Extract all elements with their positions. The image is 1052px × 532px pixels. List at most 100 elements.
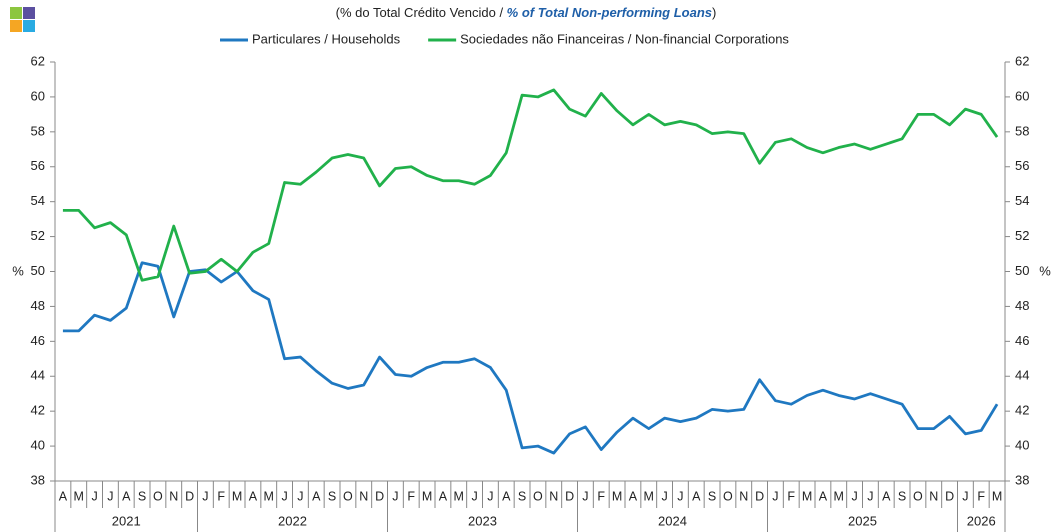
x-tick-label: J	[582, 489, 588, 503]
y-tick-label: 48	[31, 298, 45, 313]
x-tick-label: M	[232, 489, 242, 503]
y2-tick-label: 42	[1015, 403, 1029, 418]
x-tick-label: O	[153, 489, 163, 503]
x-tick-label: N	[929, 489, 938, 503]
y2-tick-label: 60	[1015, 88, 1029, 103]
y-tick-label: 44	[31, 368, 45, 383]
x-tick-label: J	[677, 489, 683, 503]
y2-tick-label: 44	[1015, 368, 1029, 383]
x-tick-label: S	[898, 489, 906, 503]
y-tick-label: 42	[31, 403, 45, 418]
x-tick-label: J	[107, 489, 113, 503]
x-tick-label: F	[977, 489, 985, 503]
x-tick-label: D	[945, 489, 954, 503]
x-tick-label: O	[343, 489, 353, 503]
y2-tick-label: 50	[1015, 263, 1029, 278]
title-en: % of Total Non-performing Loans	[507, 5, 712, 20]
x-tick-label: M	[264, 489, 274, 503]
logo	[10, 7, 35, 32]
x-tick-label: M	[612, 489, 622, 503]
x-tick-label: F	[787, 489, 795, 503]
y2-tick-label: 54	[1015, 193, 1029, 208]
x-tick-label: N	[169, 489, 178, 503]
x-tick-label: N	[739, 489, 748, 503]
y2-tick-label: 56	[1015, 158, 1029, 173]
legend-label: Particulares / Households	[252, 31, 401, 46]
y-tick-label: 38	[31, 472, 45, 487]
x-tick-label: A	[502, 489, 511, 503]
x-tick-label: A	[59, 489, 68, 503]
x-tick-label: S	[708, 489, 716, 503]
x-tick-label: J	[661, 489, 667, 503]
x-tick-label: N	[359, 489, 368, 503]
x-tick-label: F	[217, 489, 225, 503]
y2-tick-label: 62	[1015, 53, 1029, 68]
x-tick-label: J	[91, 489, 97, 503]
x-tick-label: M	[992, 489, 1002, 503]
x-tick-label: J	[202, 489, 208, 503]
x-tick-label: A	[692, 489, 701, 503]
y2-tick-label: 46	[1015, 333, 1029, 348]
y2-tick-label: 58	[1015, 123, 1029, 138]
x-tick-label: J	[772, 489, 778, 503]
x-tick-label: A	[122, 489, 131, 503]
y-tick-label: 56	[31, 158, 45, 173]
x-tick-label: O	[723, 489, 733, 503]
y-tick-label: 60	[31, 88, 45, 103]
x-tick-label: A	[629, 489, 638, 503]
legend-item: Sociedades não Financeiras / Non-financi…	[428, 31, 789, 46]
x-tick-label: D	[185, 489, 194, 503]
x-tick-label: A	[819, 489, 828, 503]
chart-title: (% do Total Crédito Vencido / % of Total…	[336, 5, 717, 20]
y2-tick-label: 38	[1015, 472, 1029, 487]
x-tick-label: J	[867, 489, 873, 503]
x-tick-label: S	[518, 489, 526, 503]
x-tick-label: J	[471, 489, 477, 503]
y-tick-label: 40	[31, 438, 45, 453]
x-tick-label: A	[882, 489, 891, 503]
x-tick-label: M	[644, 489, 654, 503]
x-tick-label: O	[533, 489, 543, 503]
title-end: )	[712, 5, 716, 20]
year-label: 2023	[468, 513, 497, 528]
x-tick-label: A	[249, 489, 258, 503]
y2-axis-label: %	[1039, 263, 1051, 278]
x-tick-label: M	[802, 489, 812, 503]
x-tick-label: J	[851, 489, 857, 503]
y-tick-label: 58	[31, 123, 45, 138]
x-tick-label: D	[755, 489, 764, 503]
x-tick-label: F	[407, 489, 415, 503]
x-tick-label: O	[913, 489, 923, 503]
title-pt: (% do Total Crédito Vencido /	[336, 5, 507, 20]
y-tick-label: 62	[31, 53, 45, 68]
x-tick-label: S	[328, 489, 336, 503]
x-tick-label: J	[962, 489, 968, 503]
year-label: 2024	[658, 513, 687, 528]
x-tick-label: J	[487, 489, 493, 503]
legend-item: Particulares / Households	[220, 31, 401, 46]
y-tick-label: 50	[31, 263, 45, 278]
y2-tick-label: 48	[1015, 298, 1029, 313]
x-tick-label: M	[454, 489, 464, 503]
x-tick-label: N	[549, 489, 558, 503]
x-tick-label: F	[597, 489, 605, 503]
x-tick-label: J	[297, 489, 303, 503]
y2-tick-label: 40	[1015, 438, 1029, 453]
y2-tick-label: 52	[1015, 228, 1029, 243]
x-tick-label: D	[375, 489, 384, 503]
series-line	[62, 88, 999, 282]
year-label: 2026	[967, 513, 996, 528]
y-tick-label: 54	[31, 193, 45, 208]
x-tick-label: D	[565, 489, 574, 503]
x-tick-label: A	[312, 489, 321, 503]
x-tick-label: M	[834, 489, 844, 503]
y-axis-label: %	[12, 263, 24, 278]
x-tick-label: A	[439, 489, 448, 503]
x-tick-label: J	[392, 489, 398, 503]
y-tick-label: 52	[31, 228, 45, 243]
y-tick-label: 46	[31, 333, 45, 348]
x-tick-label: M	[74, 489, 84, 503]
x-tick-label: J	[281, 489, 287, 503]
year-label: 2022	[278, 513, 307, 528]
